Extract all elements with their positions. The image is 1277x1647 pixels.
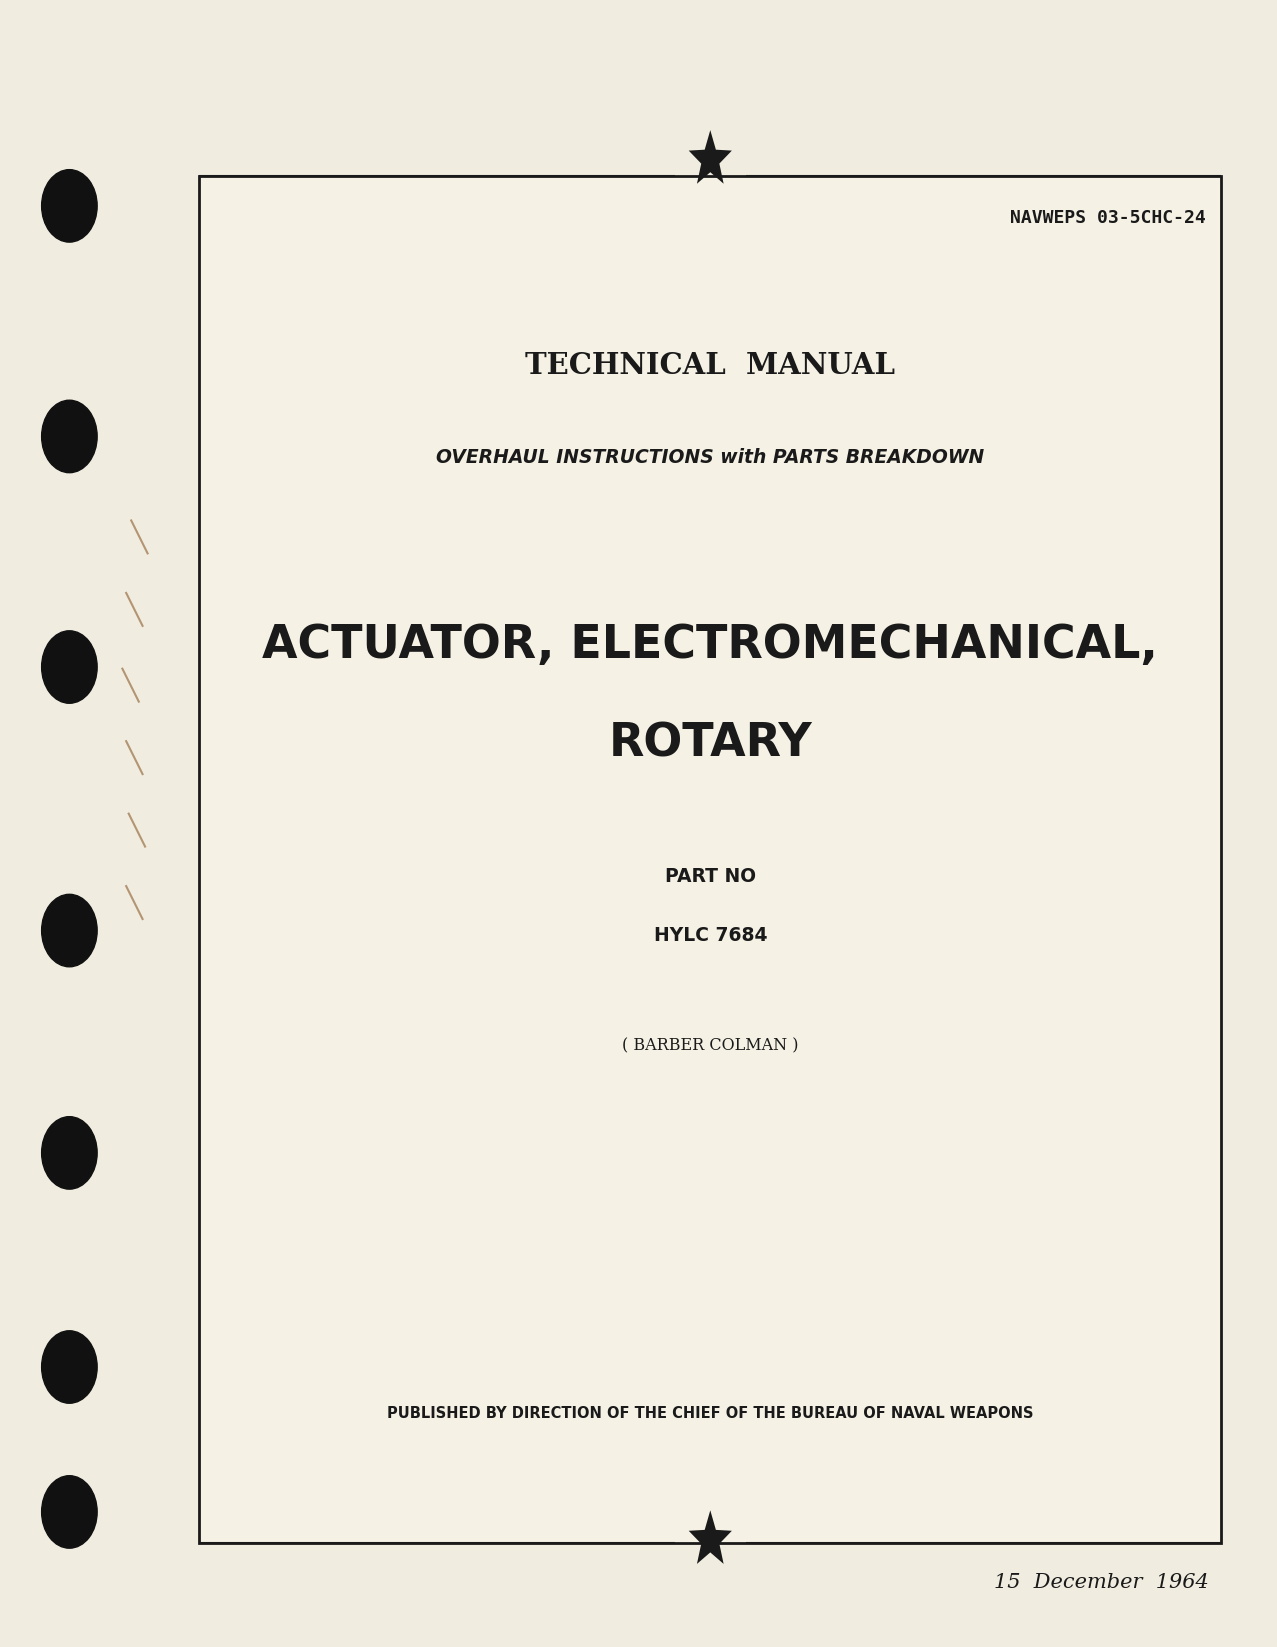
Text: NAVWEPS 03-5CHC-24: NAVWEPS 03-5CHC-24 <box>1010 209 1205 227</box>
Text: ROTARY: ROTARY <box>608 721 812 768</box>
Circle shape <box>42 1117 97 1189</box>
Text: OVERHAUL INSTRUCTIONS with PARTS BREAKDOWN: OVERHAUL INSTRUCTIONS with PARTS BREAKDO… <box>437 448 985 468</box>
Text: HYLC 7684: HYLC 7684 <box>654 926 767 945</box>
Text: 15  December  1964: 15 December 1964 <box>994 1573 1208 1593</box>
Polygon shape <box>688 130 732 184</box>
Circle shape <box>42 894 97 967</box>
Circle shape <box>42 400 97 473</box>
Bar <box>199 176 1221 1543</box>
Circle shape <box>42 1331 97 1403</box>
Text: ACTUATOR, ELECTROMECHANICAL,: ACTUATOR, ELECTROMECHANICAL, <box>262 623 1158 669</box>
Text: ( BARBER COLMAN ): ( BARBER COLMAN ) <box>622 1038 798 1054</box>
Text: TECHNICAL  MANUAL: TECHNICAL MANUAL <box>525 351 895 380</box>
Polygon shape <box>688 1510 732 1565</box>
Circle shape <box>42 170 97 242</box>
Text: PART NO: PART NO <box>665 866 756 886</box>
Circle shape <box>42 631 97 703</box>
Text: PUBLISHED BY DIRECTION OF THE CHIEF OF THE BUREAU OF NAVAL WEAPONS: PUBLISHED BY DIRECTION OF THE CHIEF OF T… <box>387 1405 1033 1421</box>
Circle shape <box>42 1476 97 1548</box>
